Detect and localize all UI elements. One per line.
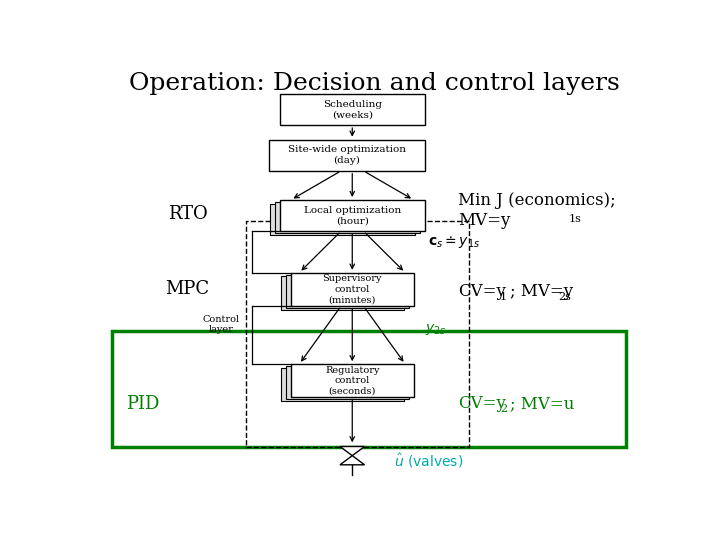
Text: 2s: 2s [559, 292, 572, 302]
Text: 1s: 1s [569, 214, 582, 224]
Bar [280, 94, 425, 125]
Bar [275, 202, 420, 233]
Bar [269, 140, 425, 171]
Bar [291, 273, 413, 306]
Text: 2: 2 [500, 404, 508, 415]
Text: $y_{2s}$: $y_{2s}$ [425, 322, 446, 337]
Bar [286, 366, 409, 399]
Text: ; MV=u: ; MV=u [510, 395, 574, 412]
Text: Operation: Decision and control layers: Operation: Decision and control layers [129, 72, 620, 95]
Text: Local optimization
(hour): Local optimization (hour) [304, 206, 401, 225]
Text: MPC: MPC [166, 280, 210, 298]
Bar [112, 331, 626, 447]
Text: Site-wide optimization
(day): Site-wide optimization (day) [288, 145, 405, 165]
Text: Regulatory
control
(seconds): Regulatory control (seconds) [325, 366, 379, 396]
Text: ; MV=y: ; MV=y [510, 283, 572, 300]
Text: 1: 1 [500, 292, 508, 302]
Text: CV=y: CV=y [459, 283, 506, 300]
Bar [270, 204, 415, 235]
Bar [281, 276, 404, 310]
Text: Min J (economics);
MV=y: Min J (economics); MV=y [459, 192, 616, 228]
Polygon shape [340, 447, 364, 456]
Bar [280, 200, 425, 231]
Text: CV=y: CV=y [459, 395, 506, 412]
Bar [246, 221, 469, 447]
Text: Scheduling
(weeks): Scheduling (weeks) [323, 100, 382, 119]
Text: PID: PID [126, 395, 160, 413]
Polygon shape [340, 456, 364, 465]
Text: $\mathit{\hat{u}}$ (valves): $\mathit{\hat{u}}$ (valves) [394, 451, 464, 470]
Bar [286, 274, 409, 308]
Text: RTO: RTO [168, 206, 207, 224]
Text: Control
layer: Control layer [202, 315, 240, 334]
Text: Supervisory
control
(minutes): Supervisory control (minutes) [323, 274, 382, 304]
Text: $\mathbf{c}_s \doteq y_{1s}$: $\mathbf{c}_s \doteq y_{1s}$ [428, 233, 480, 249]
Bar [281, 368, 404, 401]
Bar [291, 364, 413, 397]
